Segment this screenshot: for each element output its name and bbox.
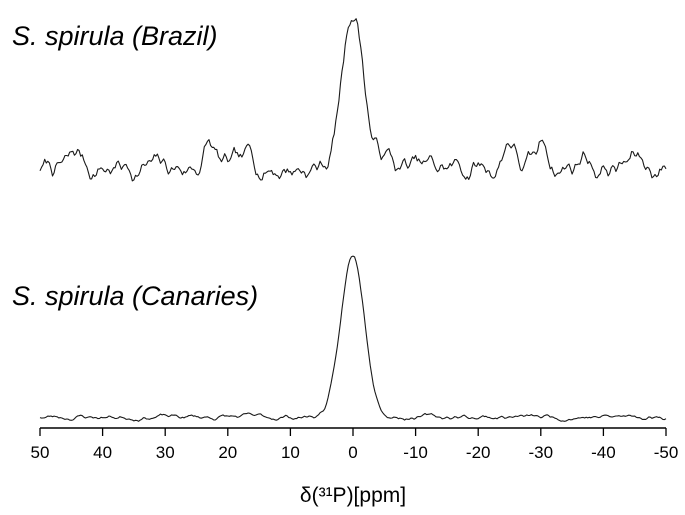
series-label-canaries: S. spirula (Canaries) <box>12 281 258 311</box>
x-tick-label: -40 <box>591 443 616 462</box>
x-tick-label: -30 <box>529 443 554 462</box>
x-tick-label: -50 <box>654 443 679 462</box>
spectrum-line-canaries <box>39 255 667 422</box>
spectrum-line-brazil <box>39 18 667 182</box>
x-tick-label: 50 <box>31 443 50 462</box>
x-axis-ticks: 50 40 30 20 10 0 -10 -20 -30 -40 -50 <box>31 428 679 462</box>
x-tick-label: -20 <box>466 443 491 462</box>
x-tick-label: 0 <box>348 443 357 462</box>
x-tick-label: 30 <box>156 443 175 462</box>
x-tick-label: 40 <box>93 443 112 462</box>
x-tick-label: -10 <box>403 443 428 462</box>
x-tick-label: 20 <box>218 443 237 462</box>
x-axis-title: δ(³¹P)[ppm] <box>300 484 406 507</box>
series-label-brazil: S. spirula (Brazil) <box>12 21 218 51</box>
x-tick-label: 10 <box>281 443 300 462</box>
